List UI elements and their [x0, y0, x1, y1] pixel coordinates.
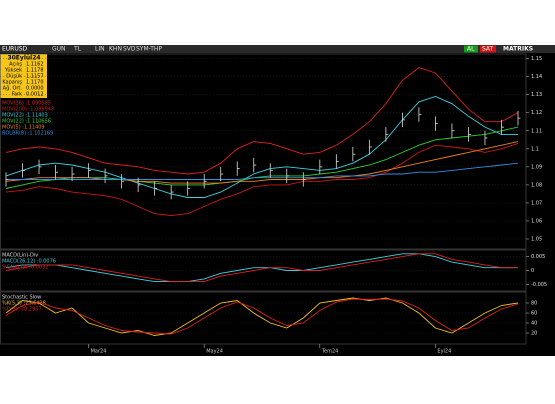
- legend-entry: %K(5,3) :73.6428: [2, 301, 46, 307]
- x-tick-label: Mar24: [91, 349, 107, 355]
- y-tick-label: 1.1: [531, 146, 539, 152]
- info-value: 1.1157: [26, 74, 44, 80]
- toolbar-button[interactable]: SYM-THP: [136, 46, 162, 53]
- toolbar-button[interactable]: GUN: [52, 46, 66, 53]
- x-tick-label: May24: [206, 349, 223, 355]
- y-tick-label: 1.14: [531, 74, 542, 80]
- legend-entry: SIGNAL(9) :0.0032: [2, 265, 48, 271]
- legend-entry: MOV(22) :1.11403: [2, 113, 48, 119]
- y-tick-label: 0: [531, 268, 534, 274]
- toolbar: [0, 45, 555, 53]
- legend-entry: MOV(200) :1.088948: [2, 107, 54, 113]
- y-tick-label: 1.11: [531, 128, 542, 134]
- y-tick-label: 1.05: [531, 236, 542, 242]
- y-tick-label: 1.06: [531, 218, 542, 224]
- y-tick-label: 80: [531, 301, 537, 307]
- series-line: [6, 162, 519, 180]
- y-tick-label: 40: [531, 321, 537, 327]
- brand: MATRIKS: [503, 46, 533, 53]
- y-tick-label: 60: [531, 311, 537, 317]
- legend-entry: %D(3) :70.2957: [2, 307, 42, 313]
- toolbar-button[interactable]: LIN: [95, 46, 105, 53]
- info-label: Açılış: [9, 62, 22, 68]
- y-tick-label: 20: [531, 331, 537, 337]
- info-box: [0, 54, 47, 98]
- legend-entry: MOV(36) :1.090585: [2, 101, 51, 107]
- y-tick-label: 1.08: [531, 182, 542, 188]
- info-value: 1.1170: [26, 80, 44, 86]
- series-line: [5, 141, 519, 184]
- info-label: Düşük: [6, 74, 22, 80]
- info-label: Kapanış: [2, 80, 22, 86]
- legend-entry: MOV(5) :1.11409: [2, 125, 45, 131]
- info-value: 0.0000: [26, 86, 44, 92]
- y-tick-label: 1.15: [531, 56, 542, 62]
- buy-label[interactable]: AL: [467, 46, 475, 53]
- y-tick-label: 1.13: [531, 92, 542, 98]
- x-tick-label: Tem24: [321, 349, 339, 355]
- y-tick-label: 0.005: [531, 254, 545, 260]
- panel-frame: [0, 53, 527, 250]
- panel-title: Stochastic Slow: [2, 295, 41, 301]
- buy-button[interactable]: [464, 45, 478, 53]
- legend-entry: MACD(26,12) :0.0076: [2, 259, 56, 265]
- chart-background: [0, 45, 555, 356]
- x-tick-label: Eyl24: [437, 349, 451, 355]
- series-line: [5, 96, 518, 198]
- y-tick-label: 1.09: [531, 164, 542, 170]
- panel-title: MACD(Lin)-Div: [2, 253, 38, 259]
- info-label: Ağ. Ort.: [3, 85, 23, 92]
- series-line: [5, 297, 519, 336]
- info-label: Yüksek: [4, 68, 22, 74]
- y-tick-label: 1.12: [531, 110, 542, 116]
- info-value: 1.1178: [26, 68, 44, 74]
- series-line: [5, 298, 519, 335]
- sell-button[interactable]: [480, 45, 496, 53]
- info-value: 0.0012: [26, 92, 44, 98]
- info-value: 1.1162: [26, 62, 44, 68]
- series-line: [5, 253, 518, 283]
- info-date: 30Eylül24: [7, 55, 40, 62]
- series-line: [5, 142, 519, 216]
- legend-entry: MOV(22) :1.110656: [2, 119, 51, 125]
- symbol[interactable]: EURUSD: [2, 46, 28, 53]
- series-line: [5, 253, 518, 283]
- legend-entry: BOLBR(8) :1.102169: [2, 131, 53, 137]
- toolbar-button[interactable]: TL: [73, 46, 82, 53]
- panel-frame: [0, 291, 527, 345]
- series-line: [5, 67, 519, 175]
- toolbar-button[interactable]: KHN: [109, 46, 122, 53]
- y-tick-label: 1.07: [531, 200, 542, 206]
- toolbar-button[interactable]: SVD: [123, 46, 136, 53]
- info-label: Fark: [12, 92, 23, 98]
- y-tick-label: -0.005: [531, 282, 547, 288]
- sell-label[interactable]: SAT: [482, 46, 494, 53]
